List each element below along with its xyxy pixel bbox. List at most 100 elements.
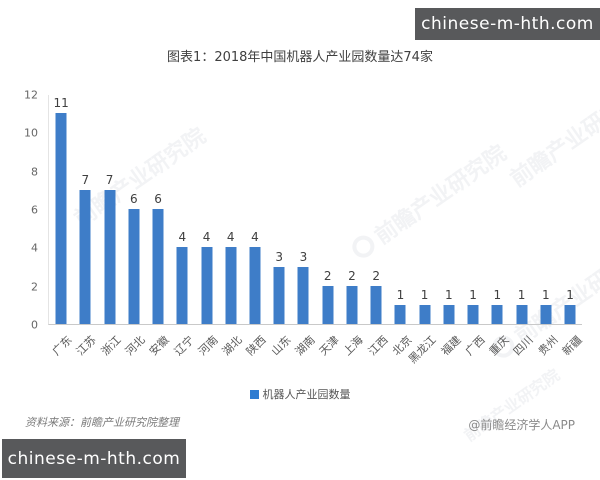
x-axis-label: 四川 (511, 333, 536, 359)
bar-value-label: 4 (251, 230, 259, 245)
y-axis: 0 2 4 6 8 10 12 (0, 89, 40, 332)
x-axis-label: 河南 (195, 333, 221, 359)
y-axis-tick-label: 12 (24, 88, 38, 102)
bar-value-label: 6 (129, 192, 138, 206)
watermark-top-text: chinese-m-hth.com (421, 14, 594, 34)
x-axis-label: 新疆 (559, 333, 585, 359)
watermark-top-banner: chinese-m-hth.com (415, 8, 600, 40)
bar-column: 2 (316, 95, 340, 324)
y-axis-tick-label: 8 (31, 165, 38, 179)
bar-value-label: 2 (323, 268, 332, 283)
bar-value-label: 1 (541, 287, 550, 302)
x-axis-label: 天津 (316, 333, 342, 359)
bar (273, 266, 285, 324)
bar-column: 4 (243, 95, 267, 324)
y-axis-tick-label: 10 (24, 126, 38, 140)
bar-column: 4 (170, 95, 194, 324)
y-axis-tick-label: 6 (31, 203, 38, 217)
x-axis-label: 安徽 (147, 333, 172, 359)
y-axis-tick-label: 4 (31, 241, 38, 255)
bar-value-label: 4 (226, 230, 235, 245)
bar (443, 304, 455, 324)
y-axis-tick-label: 2 (31, 280, 38, 294)
x-axis-label: 广西 (462, 333, 488, 359)
bar (467, 304, 479, 324)
bar-value-label: 6 (154, 192, 162, 206)
x-axis-label: 福建 (438, 333, 464, 359)
bar (225, 247, 237, 324)
x-axis-label: 浙江 (98, 333, 124, 359)
bar-value-label: 11 (53, 96, 69, 111)
bar-column: 1 (461, 95, 485, 324)
y-axis-tick-label: 0 (31, 318, 38, 332)
x-axis-label: 贵州 (535, 333, 561, 359)
bar-column: 1 (534, 95, 558, 324)
bar-value-label: 4 (178, 230, 187, 245)
x-axis-label: 山东 (268, 333, 294, 359)
bar-value-label: 3 (299, 249, 308, 264)
x-axis-label: 陕西 (244, 333, 269, 359)
bar-column: 1 (413, 95, 437, 324)
bar (419, 304, 431, 324)
bar (516, 304, 528, 324)
bar-series: 11 7 7 6 6 4 4 4 4 3 3 2 2 2 1 1 1 1 1 1 1 1 (49, 95, 582, 324)
bar-value-label: 7 (105, 172, 114, 187)
bar-column: 2 (340, 95, 364, 324)
bar-value-label: 1 (517, 287, 526, 302)
legend-swatch (249, 389, 259, 399)
bar-value-label: 1 (420, 287, 429, 302)
app-credit: @前瞻经济学人APP (468, 418, 575, 432)
bar-value-label: 1 (396, 287, 405, 302)
bar (128, 209, 140, 324)
bar-column: 3 (267, 95, 291, 324)
x-axis-label: 广东 (49, 333, 75, 359)
bar-column: 4 (194, 95, 218, 324)
bar-column: 7 (97, 95, 121, 324)
bar (540, 304, 552, 324)
bar (55, 113, 67, 324)
x-axis-label: 湖北 (219, 333, 245, 359)
bar-column: 1 (485, 95, 509, 324)
x-axis-label: 上海 (341, 333, 367, 359)
bar (322, 285, 334, 324)
bar-value-label: 1 (469, 287, 477, 302)
bar-value-label: 1 (493, 287, 502, 302)
bar-column: 1 (509, 95, 533, 324)
x-axis-label: 江西 (365, 333, 391, 359)
bar-value-label: 2 (348, 268, 356, 283)
legend: 机器人产业园数量 (0, 386, 600, 402)
plot-area: 11 7 7 6 6 4 4 4 4 3 3 2 2 2 1 1 1 1 1 1 1 1 (48, 95, 582, 325)
x-axis-label: 辽宁 (171, 333, 197, 359)
bar-value-label: 7 (81, 172, 90, 187)
bar-value-label: 1 (566, 287, 574, 302)
bar-column: 6 (146, 95, 170, 324)
bar (249, 247, 261, 324)
bar-column: 6 (122, 95, 146, 324)
x-axis-label: 重庆 (486, 333, 512, 359)
bar-column: 4 (219, 95, 243, 324)
watermark-bottom-text: chinese-m-hth.com (7, 448, 181, 469)
x-axis-label: 湖南 (292, 333, 318, 359)
bar (564, 304, 576, 324)
bar (297, 266, 309, 324)
bar-column: 1 (558, 95, 582, 324)
chart-title: 图表1：2018年中国机器人产业园数量达74家 (167, 50, 433, 65)
x-axis-label: 河北 (122, 333, 148, 359)
bar (152, 209, 164, 324)
bar (201, 247, 213, 324)
bar (79, 189, 91, 324)
x-axis-label: 江苏 (74, 333, 100, 359)
legend-label: 机器人产业园数量 (262, 388, 351, 401)
bar (104, 189, 116, 324)
bar-column: 3 (291, 95, 315, 324)
bar-column: 1 (437, 95, 461, 324)
source-note: 资料来源：前瞻产业研究院整理 (25, 416, 179, 429)
bar (346, 285, 358, 324)
bar (491, 304, 503, 324)
bar (176, 247, 188, 324)
bar-column: 2 (364, 95, 388, 324)
bar-value-label: 1 (445, 287, 453, 302)
bar-value-label: 2 (372, 268, 380, 283)
bar-value-label: 3 (275, 249, 284, 264)
